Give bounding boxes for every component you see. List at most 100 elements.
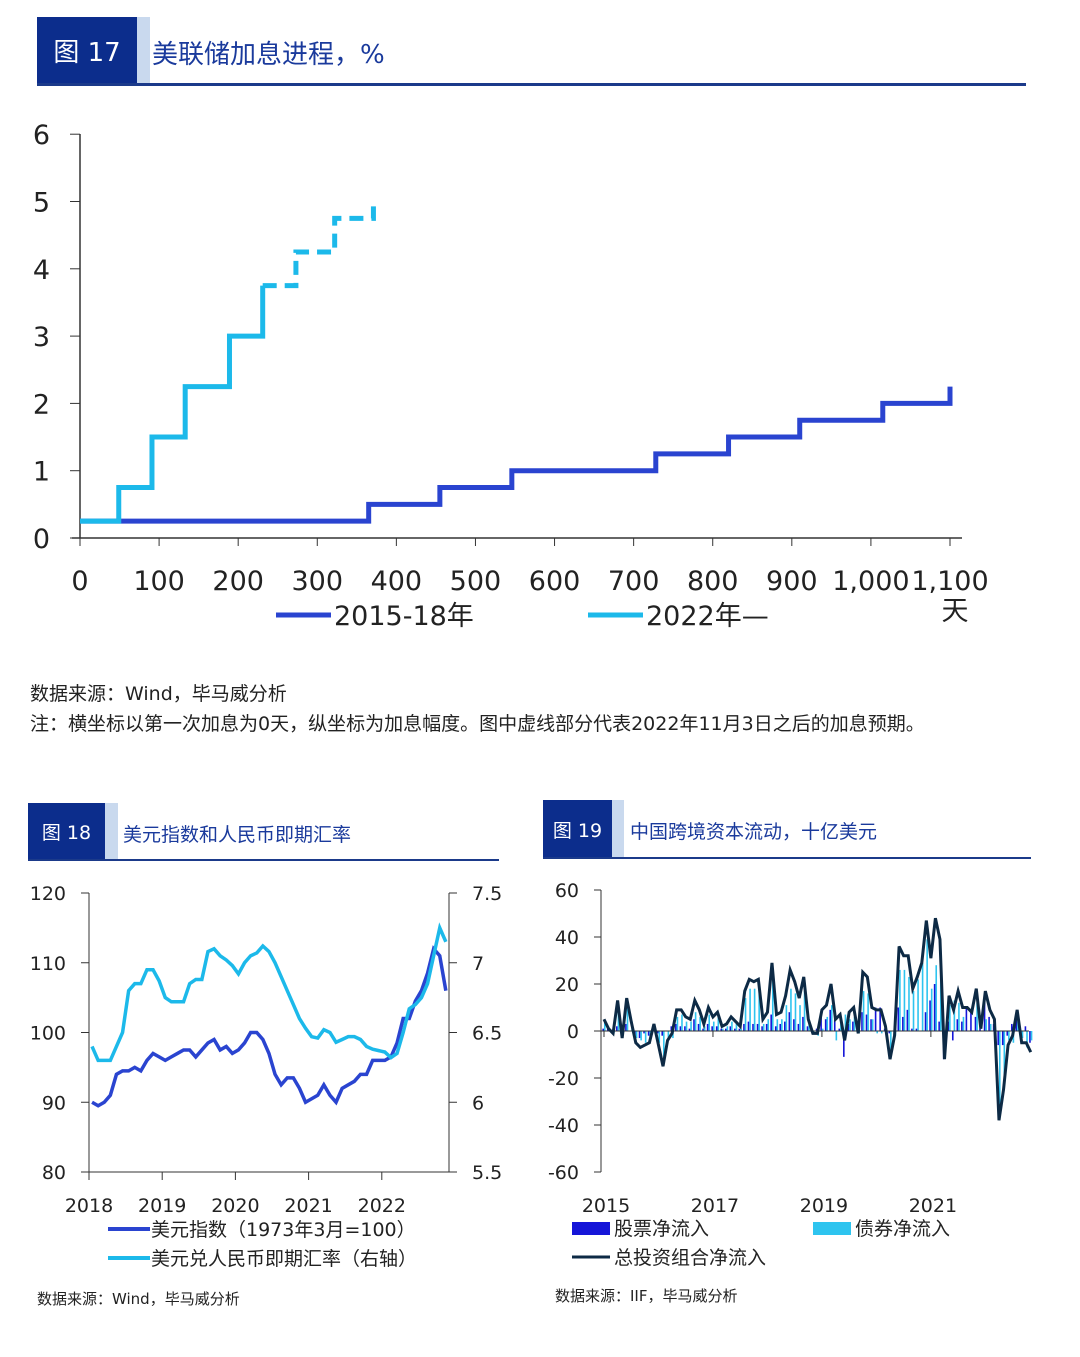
series-total-line: [602, 917, 1033, 1121]
bond-bar: [890, 1031, 892, 1057]
bond-bar: [690, 1021, 692, 1031]
bond-bar: [803, 991, 806, 1031]
equity-bar: [761, 1026, 763, 1031]
bond-bar: [867, 993, 869, 1031]
bond-bar: [1021, 1031, 1024, 1039]
equity-bar: [997, 1031, 999, 1046]
bond-bar: [644, 1031, 647, 1043]
y-tick-label: 0: [567, 1021, 579, 1043]
bond-bar: [635, 1031, 638, 1039]
bond-bar: [640, 1031, 642, 1041]
y-tick-label: 20: [555, 974, 579, 996]
equity-bar: [747, 1021, 750, 1031]
x-tick-label: 2017: [691, 1195, 739, 1217]
equity-bar: [784, 1021, 786, 1031]
equity-bar: [1011, 1023, 1013, 1031]
equity-bar: [1029, 1031, 1031, 1043]
bond-bar: [844, 1014, 847, 1031]
x-tick-label: 2018: [65, 1195, 113, 1217]
equity-bar: [1024, 1026, 1027, 1031]
fig18-source: 数据来源：Wind，毕马威分析: [37, 1290, 240, 1308]
bond-bar: [871, 1019, 874, 1031]
equity-bar: [938, 1021, 940, 1031]
bond-bar: [771, 979, 774, 1031]
equity-bar: [770, 1014, 772, 1031]
bond-bar: [758, 986, 760, 1031]
right-y-tick-label: 6: [472, 1092, 484, 1114]
equity-bar: [616, 1026, 618, 1031]
equity-bar: [738, 1028, 741, 1031]
bond-bar: [740, 1028, 742, 1031]
x-tick-label: 2022: [358, 1195, 406, 1217]
right-y-tick-label: 5.5: [472, 1162, 502, 1184]
y-tick-label: 5: [33, 188, 50, 219]
bond-bar: [921, 962, 924, 1031]
legend-swatch-equity: [572, 1222, 610, 1235]
bond-bar: [962, 1016, 965, 1031]
x-axis-label: 天: [942, 596, 969, 627]
fig19-strip: [612, 800, 624, 858]
fig17-chart: 0 1 2 3 4 5 6 0 100 200 300 400 500 600 700 800 900 1,000…: [33, 120, 989, 632]
equity-bar: [897, 1007, 900, 1031]
legend-label-total: 总投资组合净流入: [614, 1247, 766, 1269]
bond-bar: [726, 1026, 729, 1031]
bond-bar: [998, 1031, 1001, 1107]
bond-bar: [862, 991, 865, 1031]
equity-bar: [1006, 1031, 1009, 1036]
equity-bar: [874, 1007, 877, 1031]
bond-bar: [835, 1031, 838, 1041]
bond-bar: [744, 998, 747, 1031]
bond-bar: [703, 1026, 706, 1031]
equity-bar: [824, 1019, 827, 1031]
y-tick-label: 40: [555, 927, 579, 949]
equity-bar: [951, 1031, 954, 1041]
equity-bar: [602, 1028, 604, 1031]
series-2022-line: [80, 285, 266, 524]
left-y-tick-label: 80: [42, 1162, 66, 1184]
bond-bar: [826, 1016, 829, 1031]
equity-bar: [906, 1009, 909, 1031]
left-y-tick-label: 120: [30, 883, 66, 905]
equity-bar: [702, 1028, 704, 1031]
bond-bar: [976, 1002, 978, 1031]
bond-bar: [930, 988, 933, 1031]
equity-bar: [661, 1031, 664, 1036]
x-tick-label: 2019: [800, 1195, 848, 1217]
fig17-title: 美联储加息进程，%: [152, 40, 385, 70]
legend-label-bond: 债券净流入: [855, 1218, 950, 1240]
x-tick-label: 300: [291, 566, 343, 597]
x-tick-label: 2020: [211, 1195, 259, 1217]
series-usdcny-line: [90, 922, 448, 1063]
equity-bar: [706, 1023, 709, 1031]
y-tick-label: 6: [33, 120, 50, 151]
x-tick-label: 800: [687, 566, 739, 597]
bond-bar: [767, 1019, 770, 1031]
equity-bar: [638, 1031, 641, 1039]
equity-bar: [965, 1007, 968, 1031]
equity-bar: [865, 1014, 868, 1031]
fig19-label: 图 19: [543, 800, 612, 858]
bond-bar: [989, 1023, 992, 1031]
bond-bar: [790, 988, 792, 1031]
bond-bar: [1008, 1031, 1010, 1041]
bond-bar: [694, 1012, 697, 1031]
equity-bar: [724, 1028, 727, 1031]
right-y-tick-label: 7: [472, 953, 484, 975]
equity-bar: [643, 1031, 645, 1034]
equity-bar: [752, 1023, 754, 1031]
bond-bar: [785, 1005, 788, 1031]
bond-bar: [749, 988, 751, 1031]
equity-bar: [684, 1026, 686, 1031]
equity-bar: [861, 1012, 863, 1031]
left-y-tick-label: 100: [30, 1023, 66, 1045]
y-tick-label: 4: [33, 255, 50, 286]
equity-bar: [729, 1026, 732, 1031]
equity-bar: [675, 1023, 677, 1031]
equity-bar: [697, 1023, 700, 1031]
equity-bar: [715, 1026, 718, 1031]
equity-bar: [765, 1023, 768, 1031]
equity-bar: [915, 1028, 918, 1031]
bond-bar: [699, 1016, 701, 1031]
x-tick-label: 1,000: [832, 566, 909, 597]
equity-bar: [970, 1012, 972, 1031]
